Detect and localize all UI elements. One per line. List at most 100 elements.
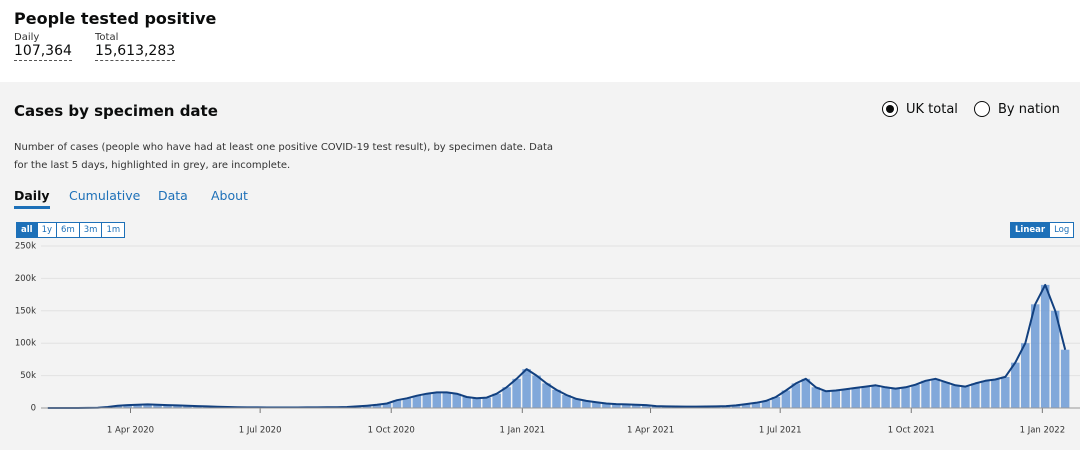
bar [372, 404, 382, 408]
bar [811, 387, 821, 408]
bar [1050, 310, 1060, 408]
bar [731, 405, 741, 408]
bar [163, 405, 172, 408]
bar [991, 379, 1000, 408]
bar [472, 398, 481, 408]
range-button[interactable]: 3m [80, 223, 103, 237]
bar [881, 387, 890, 408]
description: Number of cases (people who have had at … [14, 142, 554, 171]
bar [153, 404, 162, 408]
tab[interactable]: Cumulative [69, 188, 141, 203]
bar [143, 404, 152, 408]
x-tick-label: 1 Apr 2020 [107, 426, 154, 436]
bar [362, 405, 372, 408]
range-button[interactable]: 6m [57, 223, 80, 237]
x-tick-label: 1 Jul 2021 [759, 426, 802, 436]
bar [1040, 284, 1050, 408]
x-tick-label: 1 Oct 2021 [888, 426, 935, 436]
bar [911, 384, 920, 408]
bar [771, 396, 781, 408]
bar [1011, 362, 1020, 408]
x-tick-label: 1 Oct 2020 [368, 426, 415, 436]
bar [622, 404, 631, 408]
daily-stat: Daily 107,364 [14, 32, 72, 61]
bar [851, 387, 860, 408]
stat-label: Total [95, 32, 119, 43]
bar [402, 398, 412, 408]
bar [751, 402, 761, 408]
bar [602, 403, 611, 408]
bar [552, 389, 561, 408]
bar [173, 405, 182, 408]
bar [861, 386, 870, 408]
x-tick-label: 1 Jul 2020 [239, 426, 282, 436]
tab[interactable]: About [211, 188, 248, 203]
bar [502, 387, 511, 408]
bar [532, 375, 541, 408]
bar [951, 385, 960, 408]
range-button[interactable]: 1y [38, 223, 58, 237]
bar [761, 400, 771, 408]
bar [1021, 343, 1030, 408]
bar [492, 393, 501, 408]
bar [113, 405, 122, 408]
bar [452, 393, 462, 408]
x-tick-label: 1 Jan 2022 [1020, 426, 1066, 436]
bar [432, 392, 442, 408]
bar [821, 391, 831, 408]
bar [921, 380, 930, 408]
bar [971, 383, 980, 408]
bar [123, 405, 132, 408]
bar [941, 382, 950, 408]
bar [791, 383, 801, 408]
y-tick-label: 0 [31, 404, 36, 414]
stat-value: 107,364 [14, 43, 72, 61]
scale-button[interactable]: Log [1054, 225, 1070, 235]
range-button[interactable]: all [17, 223, 38, 237]
bar [522, 369, 531, 408]
bar [582, 400, 591, 408]
y-tick-label: 150k [15, 306, 36, 316]
bar [1001, 376, 1010, 408]
bar [841, 389, 850, 408]
bar [542, 383, 551, 408]
bar [871, 385, 880, 408]
bar [1030, 304, 1040, 408]
radio-option[interactable]: UK total [882, 101, 958, 117]
bar [801, 378, 811, 408]
bar [612, 404, 621, 408]
bar [442, 392, 452, 408]
scale-button[interactable]: Linear [1011, 223, 1051, 237]
bar [592, 402, 601, 408]
radio-label: UK total [906, 101, 958, 117]
bar [392, 400, 402, 408]
bar [931, 378, 940, 408]
y-tick-label: 200k [15, 274, 36, 284]
y-tick-label: 50k [20, 371, 36, 381]
bar [781, 390, 791, 408]
bar [133, 404, 142, 408]
bar [741, 404, 751, 408]
bar [422, 393, 432, 408]
bar [462, 396, 471, 408]
range-button[interactable]: 1m [106, 225, 121, 235]
scale-buttons: Linear Log [1010, 222, 1075, 238]
average-line [47, 283, 1067, 409]
bar [642, 405, 651, 408]
bar [572, 398, 581, 408]
y-tick-label: 250k [15, 242, 36, 252]
bar [382, 403, 392, 408]
range-buttons: all 1y 6m 3m 1m [16, 222, 126, 238]
tab[interactable]: Data [158, 188, 188, 203]
stat-label: Daily [14, 32, 40, 43]
x-tick-label: 1 Apr 2021 [627, 426, 674, 436]
bar [891, 388, 900, 408]
y-tick-label: 100k [15, 339, 36, 349]
tab[interactable]: Daily [14, 188, 50, 209]
card-title: Cases by specimen date [14, 102, 218, 120]
radio-option[interactable]: By nation [974, 101, 1060, 117]
radio-label: By nation [998, 101, 1060, 117]
bar [961, 386, 970, 408]
bar [412, 395, 422, 408]
